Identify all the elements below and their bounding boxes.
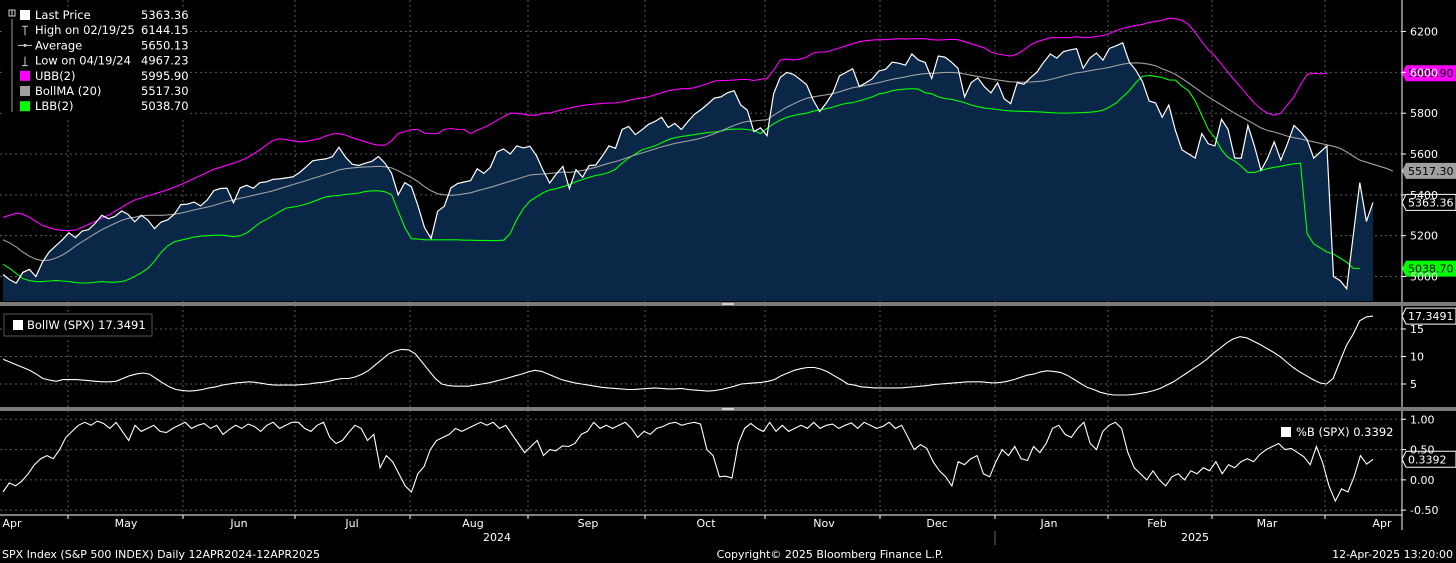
x-tick-label: Dec [926,517,947,530]
upper-band-line [2,17,1327,232]
percent-b-legend-background [1274,421,1400,443]
price-legend-value: 5517.30 [141,84,189,98]
price-legend-value: 5038.70 [141,99,189,113]
panel-divider-1-handle[interactable] [722,303,734,305]
bollw-y-tick-label: 5 [1410,378,1417,391]
last-value-tag: 5363.36 [1401,193,1456,211]
footer-timestamp: 12-Apr-2025 13:20:00 [1332,548,1453,561]
price-legend-item[interactable]: BollMA (20) 5517.30 [20,84,189,98]
footer-security-info: SPX Index (S&P 500 INDEX) Daily 12APR202… [2,548,320,561]
price-legend-label: BollMA (20) [35,84,101,98]
price-legend-label: High on 02/19/25 [35,23,135,37]
percent-b-last-value-tag: 0.3392 [1401,450,1456,468]
percent-b-y-tick-label: 0.00 [1410,474,1435,487]
price-y-tick-label: 5800 [1410,107,1438,120]
bollw-legend[interactable]: BollW (SPX) 17.3491 [3,313,153,337]
percent-b-legend-label: %B (SPX) 0.3392 [1296,425,1393,439]
axes: Apr May Jun Jul Aug Sep Oct Nov Dec Jan Feb Mar Apr 2… [0,0,1438,544]
bollw-last-value-text: 17.3491 [1408,310,1454,323]
price-legend-value: 5650.13 [141,38,189,52]
bollw-y-tick-label: 15 [1410,323,1424,336]
price-legend-item[interactable]: High on 02/19/25 6144.15 [22,23,189,37]
legend-collapse-icon[interactable] [8,9,16,17]
price-y-tick-label: 5600 [1410,148,1438,161]
percent-b-legend[interactable]: %B (SPX) 0.3392 [1274,421,1400,443]
price-y-tick-label: 5000 [1410,271,1438,284]
last-price-line [2,41,1374,291]
price-y-tick-label: 5400 [1410,189,1438,202]
x-tick-label: Oct [696,517,716,530]
legend-swatch [20,10,30,20]
last-value-tag: 5038.70 [1402,260,1456,277]
footer-copyright: Copyright© 2025 Bloomberg Finance L.P. [717,548,944,561]
percent-b-last-value-text: 0.3392 [1408,453,1447,466]
price-legend-item[interactable]: LBB(2) 5038.70 [20,99,189,113]
percent-b-y-tick-label: -0.50 [1410,504,1438,517]
x-tick-label: Aug [462,517,483,530]
x-tick-label: Jan [1040,517,1058,530]
bollw-y-tick-label: 10 [1410,351,1424,364]
last-value-tag-text: 5517.30 [1408,165,1454,178]
price-legend-label: LBB(2) [35,99,73,113]
average-marker-dot [23,43,27,47]
x-tick-label: Nov [813,517,835,530]
last-value-tag: 5995.90 [1402,65,1456,82]
legend-swatch [20,86,30,96]
high-marker-icon [22,25,28,36]
bollw-last-value-tag: 17.3491 [1401,307,1456,325]
last-value-tag-text: 5995.90 [1408,67,1454,80]
price-legend-value: 6144.15 [141,23,189,37]
percent-b-panel: 0.3392 [2,420,1456,503]
price-legend-background [2,8,188,120]
price-legend: Last Price 5363.36 High on 02/19/25 6144.15… [2,8,189,120]
price-legend-item[interactable]: Last Price 5363.36 [20,8,189,22]
price-legend-value: 5363.36 [141,8,189,22]
x-tick-label: Apr [1372,517,1392,530]
price-legend-value: 5995.90 [141,69,189,83]
low-marker-icon [22,56,28,67]
bollw-legend-background [3,313,153,337]
percent-b-y-tick-label: 0.50 [1410,444,1435,457]
price-legend-item[interactable]: UBB(2) 5995.90 [20,69,189,83]
legend-swatch [20,70,30,81]
price-legend-label: Low on 04/19/24 [35,54,131,68]
x-year-label: 2024 [483,531,511,544]
legend-swatch [20,101,30,112]
panel-divider-2-handle[interactable] [722,408,734,410]
last-value-tag: 5517.30 [1402,162,1456,179]
bollw-panel: 17.3491 [2,307,1456,396]
last-price-area [3,42,1373,302]
price-legend-item[interactable]: Average 5650.13 [18,38,189,52]
bollw-legend-label: BollW (SPX) 17.3491 [27,318,146,332]
percent-b-y-tick-label: 1.00 [1410,413,1435,426]
bollw-line [2,315,1374,396]
price-legend-value: 4967.23 [141,54,189,68]
x-tick-label: Jun [229,517,247,530]
x-year-label: 2025 [1181,531,1209,544]
percent-b-line [2,420,1374,503]
price-legend-label: Average [35,38,82,52]
x-tick-label: Jul [344,517,358,530]
x-tick-label: Apr [2,517,22,530]
last-value-tag-text: 5363.36 [1408,196,1454,209]
lower-band-line [2,74,1360,284]
legend-swatch [1281,427,1291,437]
price-y-tick-label: 6200 [1410,26,1438,39]
x-tick-label: Mar [1257,517,1278,530]
price-y-tick-label: 5200 [1410,230,1438,243]
price-y-tick-label: 6000 [1410,66,1438,79]
price-legend-label: Last Price [35,8,91,22]
legend-swatch [13,320,23,330]
legends: Last Price 5363.36 High on 02/19/25 6144.15… [2,8,1400,443]
x-tick-label: May [115,517,138,530]
price-legend-label: UBB(2) [35,69,76,83]
last-value-tag-text: 5038.70 [1408,263,1454,276]
price-legend-item[interactable]: Low on 04/19/24 4967.23 [22,54,189,68]
x-tick-label: Sep [578,517,599,530]
x-tick-label: Feb [1147,517,1166,530]
